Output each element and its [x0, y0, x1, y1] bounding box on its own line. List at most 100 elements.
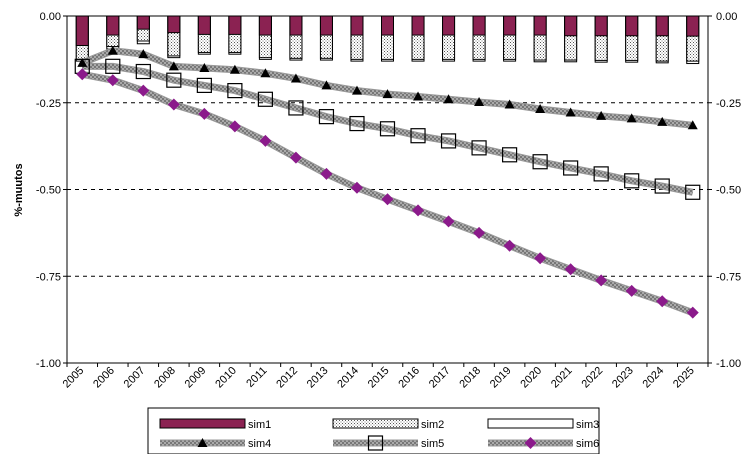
point-sim6	[442, 215, 455, 228]
bar-sim1	[686, 15, 700, 37]
x-tick-label: 2005	[61, 365, 87, 391]
bar-sim1	[503, 15, 517, 36]
point-sim6	[595, 274, 608, 287]
point-sim4	[565, 107, 576, 117]
x-tick-label: 2011	[244, 365, 269, 390]
x-tick-label: 2012	[274, 365, 300, 391]
point-sim6	[167, 98, 180, 111]
bar-sim1	[564, 15, 578, 37]
point-sim6	[534, 252, 547, 265]
y-tick-label-left: -0.50	[36, 185, 61, 197]
lines	[74, 45, 701, 319]
point-sim4	[687, 120, 698, 130]
point-sim5	[593, 166, 609, 182]
point-sim5	[440, 133, 457, 149]
x-tick-label: 2020	[518, 365, 544, 391]
point-sim5	[105, 58, 121, 74]
x-tick-label: 2021	[549, 365, 575, 391]
bar-sim1	[381, 15, 394, 36]
point-sim5	[471, 140, 487, 156]
bar-sim1	[228, 15, 242, 35]
point-sim6	[259, 134, 272, 147]
legend-label-sim4: sim4	[248, 438, 271, 450]
point-sim5	[166, 72, 182, 88]
bar-sim1	[411, 15, 425, 36]
point-sim5	[135, 63, 151, 80]
point-sim5	[379, 121, 396, 137]
point-sim6	[656, 295, 669, 308]
point-sim4	[596, 110, 607, 120]
bar-sim1	[472, 15, 486, 36]
x-tick-label: 2022	[579, 365, 605, 391]
point-sim4	[168, 61, 179, 71]
y-tick-label-right: -0.50	[716, 185, 741, 197]
x-tick-label: 2006	[91, 365, 117, 391]
y-tick-label-right: -0.75	[716, 271, 741, 283]
legend-marker-sim6	[524, 437, 537, 449]
point-sim4	[229, 64, 240, 74]
point-sim4	[657, 116, 668, 126]
point-sim4	[535, 103, 546, 113]
y-tick-label-right: 0.00	[716, 11, 737, 23]
legend-label-sim5: sim5	[421, 438, 444, 450]
x-tick-label: 2018	[457, 365, 483, 391]
legend-marker-sim4	[197, 438, 208, 447]
point-sim6	[228, 120, 241, 133]
point-sim6	[473, 226, 486, 239]
y-tick-label-right: -0.25	[716, 98, 741, 110]
bar-sim1	[625, 15, 639, 37]
point-sim5	[532, 154, 548, 170]
bar-sim1	[197, 15, 211, 35]
line-texture-sim5	[82, 63, 694, 195]
point-sim6	[686, 306, 699, 319]
bar-sim1	[167, 15, 181, 34]
x-tick-label: 2025	[671, 365, 697, 391]
bar-sim1	[319, 15, 333, 36]
point-sim4	[626, 113, 637, 123]
point-sim5	[227, 83, 243, 99]
point-sim6	[381, 193, 394, 206]
point-sim5	[349, 115, 365, 132]
legend-label-sim1: sim1	[248, 419, 271, 431]
point-sim4	[443, 94, 454, 104]
point-sim6	[76, 68, 89, 81]
point-sim4	[199, 63, 210, 73]
point-sim6	[350, 181, 363, 194]
legend-label-sim6: sim6	[576, 438, 599, 450]
point-sim4	[107, 45, 118, 55]
point-sim6	[106, 74, 119, 87]
point-sim5	[288, 100, 304, 116]
legend-swatch-sim2	[332, 418, 419, 429]
point-sim5	[257, 91, 274, 107]
x-tick-label: 2009	[183, 365, 209, 391]
x-tick-label: 2010	[213, 365, 239, 391]
point-sim6	[625, 284, 638, 297]
y-tick-label-left: -0.75	[36, 271, 61, 283]
bar-sim1	[75, 15, 89, 46]
bar-sim1	[533, 15, 547, 36]
x-tick-label: 2014	[335, 365, 361, 391]
y-axis-label: %-muutos	[13, 163, 25, 216]
y-tick-label-left: -1.00	[36, 358, 61, 370]
point-sim5	[563, 160, 579, 176]
point-sim6	[137, 84, 150, 97]
point-sim5	[685, 184, 701, 200]
point-sim5	[654, 178, 670, 194]
x-tick-label: 2016	[396, 365, 422, 391]
legend-marker-sim5	[367, 435, 384, 451]
point-sim4	[321, 80, 332, 90]
legend-swatch-sim1	[159, 418, 246, 429]
x-tick-label: 2007	[122, 365, 148, 391]
y-tick-label-right: -1.00	[716, 358, 741, 370]
bar-sim1	[106, 15, 120, 36]
point-sim4	[413, 91, 424, 101]
point-sim6	[503, 239, 516, 252]
bar-sim1	[655, 15, 669, 37]
point-sim5	[196, 77, 212, 94]
x-tick-label: 2015	[366, 365, 392, 391]
point-sim4	[138, 49, 149, 59]
point-sim6	[198, 107, 211, 120]
point-sim4	[504, 99, 515, 109]
y-tick-label-left: 0.00	[40, 11, 61, 23]
bar-sim1	[136, 15, 150, 30]
